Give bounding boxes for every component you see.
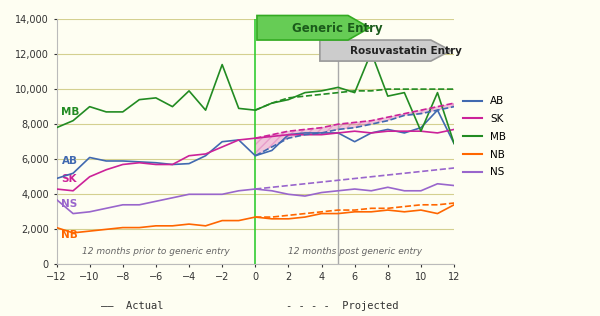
Text: SK: SK bbox=[61, 174, 77, 184]
Text: Generic Entry: Generic Entry bbox=[292, 21, 382, 35]
Text: NS: NS bbox=[61, 198, 78, 209]
Text: ——  Actual: —— Actual bbox=[101, 301, 163, 311]
Polygon shape bbox=[257, 15, 370, 40]
Legend: AB, SK, MB, NB, NS: AB, SK, MB, NB, NS bbox=[463, 96, 506, 177]
Text: MB: MB bbox=[61, 107, 80, 118]
Text: AB: AB bbox=[61, 156, 77, 167]
Text: 12 months prior to generic entry: 12 months prior to generic entry bbox=[82, 247, 230, 256]
Text: Rosuvastatin Entry: Rosuvastatin Entry bbox=[350, 46, 461, 56]
Polygon shape bbox=[320, 40, 451, 61]
Text: - - - -  Projected: - - - - Projected bbox=[286, 301, 398, 311]
Text: NB: NB bbox=[61, 230, 78, 240]
Text: 12 months post generic entry: 12 months post generic entry bbox=[287, 247, 422, 256]
